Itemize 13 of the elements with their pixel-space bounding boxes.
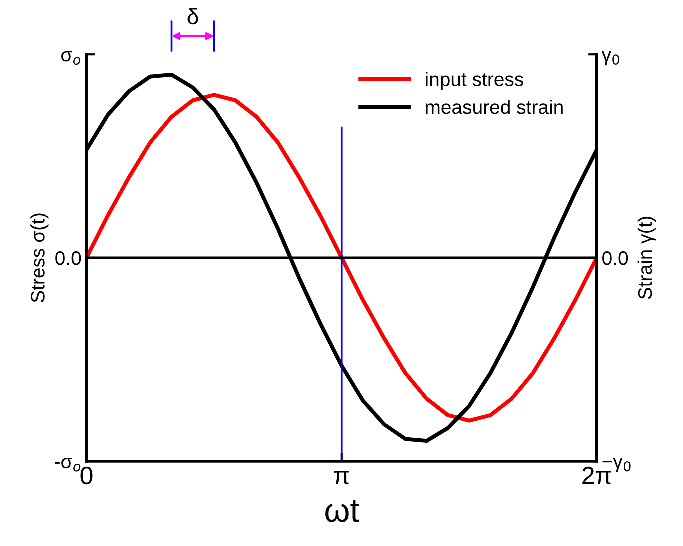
text: -σ$_{o}$ (55, 458, 81, 472)
text: δ (188, 8, 198, 25)
text: 0.0 (602, 251, 628, 266)
x-tick-label: π (334, 471, 350, 485)
y2-axis-title: Strain γ(t) (638, 217, 656, 300)
text: σ$_{o}$ (62, 51, 81, 65)
text: γ$_{0}$ (602, 51, 620, 66)
x-axis-title: ωt (326, 500, 360, 522)
text: 0.0 (56, 251, 82, 266)
legend-label: input stress (426, 72, 524, 90)
x-tick-label: 0 (80, 466, 93, 485)
legend-label: measured strain (426, 100, 563, 114)
y-axis-title: Stress σ(t) (30, 214, 49, 303)
